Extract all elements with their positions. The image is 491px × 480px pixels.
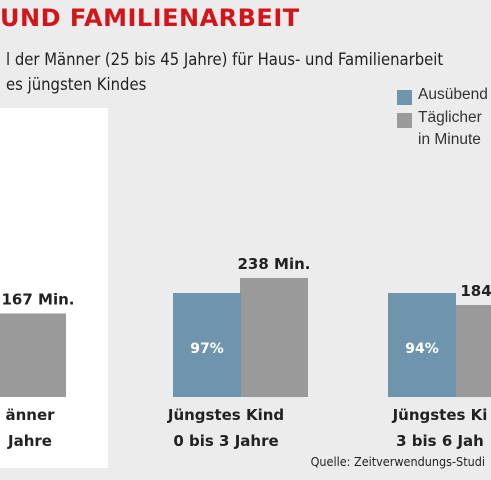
category-label-line2-0: Jahre — [7, 432, 52, 450]
bar-gray-label-1: 238 Min. — [238, 255, 311, 273]
chart-subtitle-line2: es jüngsten Kindes — [6, 75, 147, 94]
category-label-line1-0: änner — [5, 406, 55, 424]
category-label-line1-2: Jüngstes Ki — [392, 406, 488, 424]
chart-subtitle-line1: l der Männer (25 bis 45 Jahre) für Haus-… — [6, 50, 444, 69]
legend-swatch-blue — [397, 90, 412, 105]
bar-gray-0 — [0, 313, 66, 397]
legend-label-0: Ausübend — [418, 86, 488, 103]
bar-blue-label-2: 94% — [405, 341, 439, 357]
bar-blue-2 — [388, 293, 456, 397]
chart-title: UND FAMILIENARBEIT — [0, 4, 300, 32]
bar-gray-1 — [240, 278, 308, 397]
highlight-panel — [0, 108, 108, 468]
legend-label-2: in Minute — [418, 131, 481, 148]
legend-label-1: Täglicher — [418, 109, 482, 126]
bar-gray-label-0: 167 Min. — [2, 291, 75, 309]
category-label-line2-2: 3 bis 6 Jah — [396, 432, 484, 450]
source-note: Quelle: Zeitverwendungs-Studi — [310, 454, 485, 469]
legend-swatch-gray — [397, 113, 412, 128]
category-label-line2-1: 0 bis 3 Jahre — [173, 432, 278, 450]
category-label-line1-1: Jüngstes Kind — [167, 406, 284, 424]
bar-blue-1 — [173, 293, 241, 397]
bar-gray-2 — [456, 305, 491, 397]
bar-blue-label-1: 97% — [190, 341, 224, 357]
bar-gray-label-2: 184 — [460, 282, 491, 300]
